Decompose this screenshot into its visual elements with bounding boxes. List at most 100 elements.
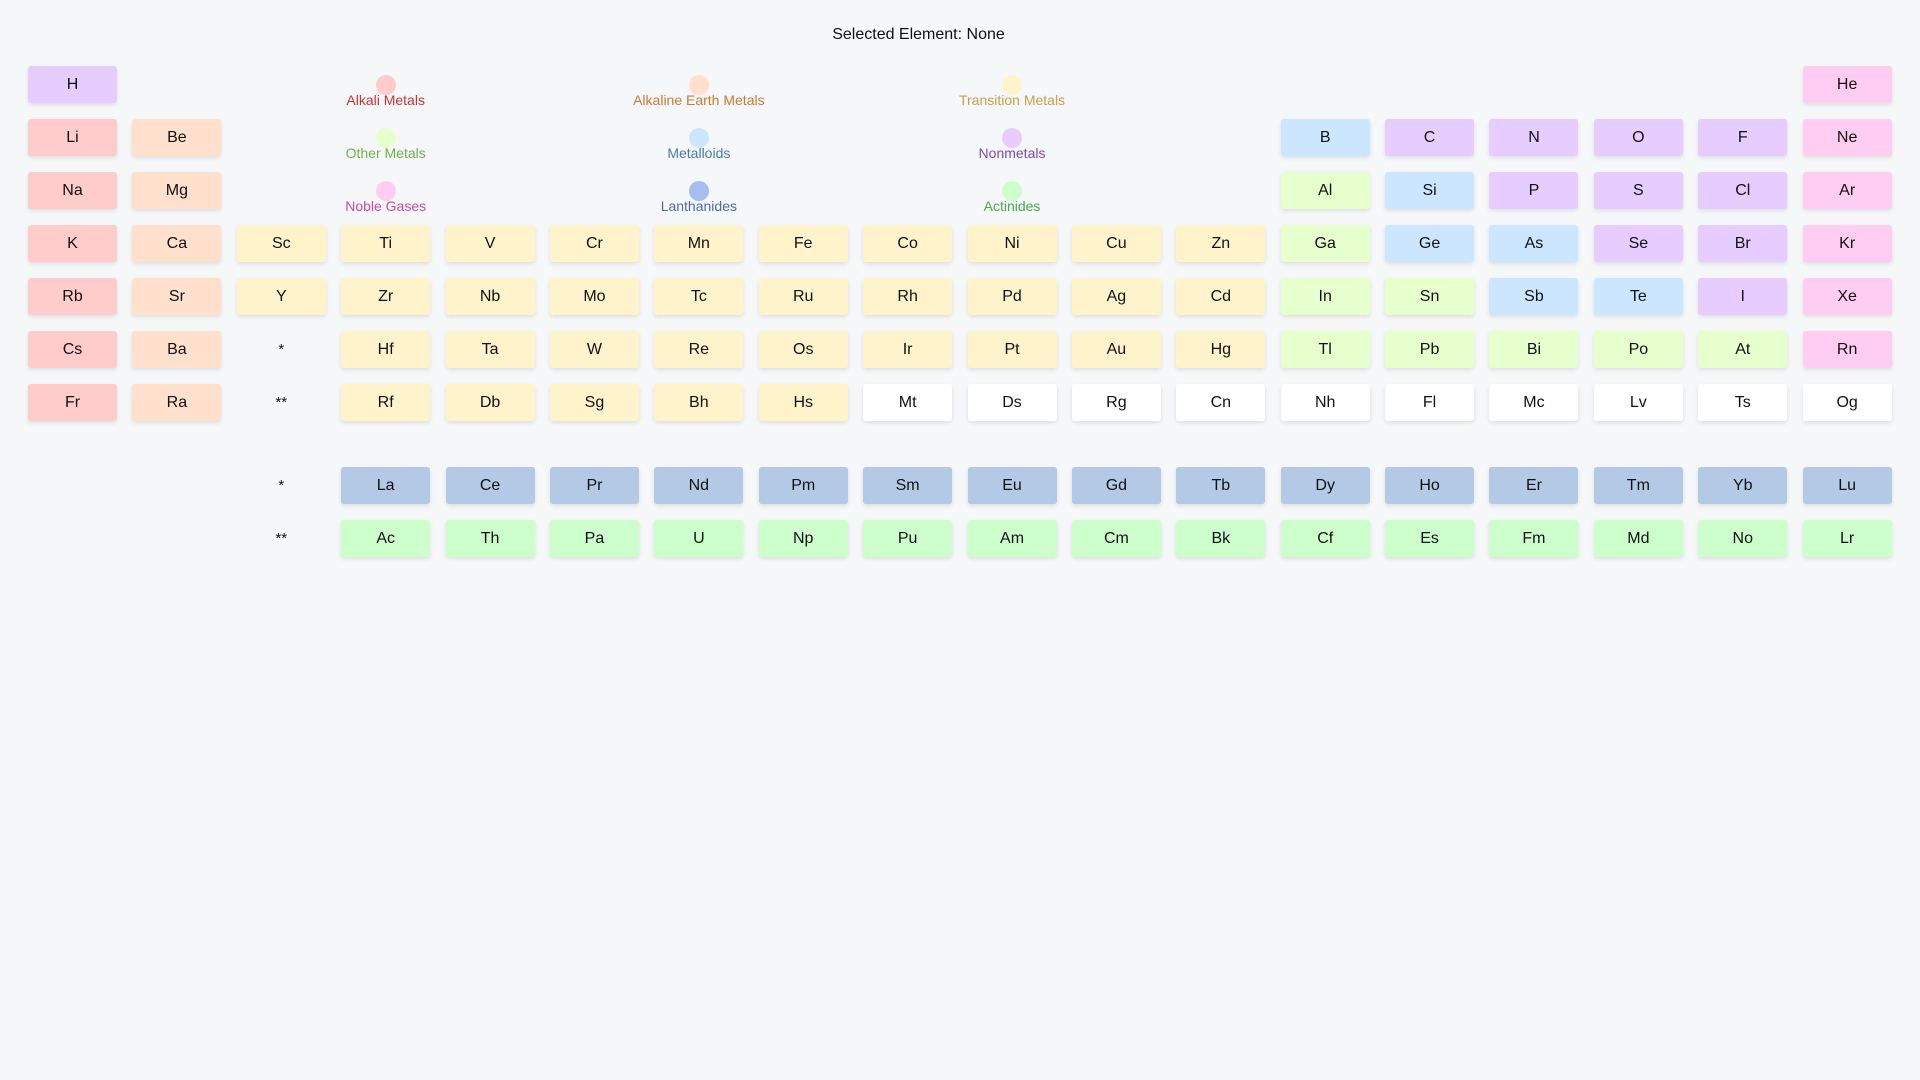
- element-md[interactable]: Md: [1593, 520, 1683, 557]
- element-lv[interactable]: Lv: [1593, 384, 1683, 421]
- element-si[interactable]: Si: [1385, 172, 1475, 209]
- element-am[interactable]: Am: [967, 520, 1057, 557]
- element-w[interactable]: W: [549, 331, 639, 368]
- element-au[interactable]: Au: [1071, 331, 1161, 368]
- element-ni[interactable]: Ni: [967, 225, 1057, 262]
- element-ac[interactable]: Ac: [341, 520, 431, 557]
- element-at[interactable]: At: [1698, 331, 1788, 368]
- element-fl[interactable]: Fl: [1385, 384, 1475, 421]
- element-ds[interactable]: Ds: [967, 384, 1057, 421]
- element-h[interactable]: H: [28, 66, 117, 103]
- element-cr[interactable]: Cr: [549, 225, 639, 262]
- element-sc[interactable]: Sc: [236, 225, 326, 262]
- element-rg[interactable]: Rg: [1071, 384, 1161, 421]
- element-eu[interactable]: Eu: [967, 467, 1057, 504]
- element-tc[interactable]: Tc: [654, 278, 744, 315]
- element-hf[interactable]: Hf: [341, 331, 431, 368]
- element-ru[interactable]: Ru: [758, 278, 848, 315]
- element-ba[interactable]: Ba: [132, 331, 222, 368]
- element-po[interactable]: Po: [1593, 331, 1683, 368]
- element-re[interactable]: Re: [654, 331, 744, 368]
- element-ho[interactable]: Ho: [1385, 467, 1475, 504]
- element-na[interactable]: Na: [28, 172, 117, 209]
- element-cd[interactable]: Cd: [1176, 278, 1266, 315]
- element-mn[interactable]: Mn: [654, 225, 744, 262]
- element-np[interactable]: Np: [758, 520, 848, 557]
- element-in[interactable]: In: [1280, 278, 1370, 315]
- element-br[interactable]: Br: [1698, 225, 1788, 262]
- element-nd[interactable]: Nd: [654, 467, 744, 504]
- element-p[interactable]: P: [1489, 172, 1579, 209]
- element-pb[interactable]: Pb: [1385, 331, 1475, 368]
- element-xe[interactable]: Xe: [1802, 278, 1892, 315]
- element-f[interactable]: F: [1698, 119, 1788, 156]
- element-te[interactable]: Te: [1593, 278, 1683, 315]
- element-db[interactable]: Db: [445, 384, 535, 421]
- element-ca[interactable]: Ca: [132, 225, 222, 262]
- element-fm[interactable]: Fm: [1489, 520, 1579, 557]
- element-nh[interactable]: Nh: [1280, 384, 1370, 421]
- element-dy[interactable]: Dy: [1280, 467, 1370, 504]
- element-k[interactable]: K: [28, 225, 117, 262]
- element-li[interactable]: Li: [28, 119, 117, 156]
- element-bi[interactable]: Bi: [1489, 331, 1579, 368]
- element-mt[interactable]: Mt: [863, 384, 953, 421]
- element-ti[interactable]: Ti: [341, 225, 431, 262]
- element-o[interactable]: O: [1593, 119, 1683, 156]
- element-zr[interactable]: Zr: [341, 278, 431, 315]
- element-no[interactable]: No: [1698, 520, 1788, 557]
- element-sm[interactable]: Sm: [863, 467, 953, 504]
- element-as[interactable]: As: [1489, 225, 1579, 262]
- element-n[interactable]: N: [1489, 119, 1579, 156]
- element-pm[interactable]: Pm: [758, 467, 848, 504]
- element-er[interactable]: Er: [1489, 467, 1579, 504]
- element-tl[interactable]: Tl: [1280, 331, 1370, 368]
- element-ts[interactable]: Ts: [1698, 384, 1788, 421]
- element-ne[interactable]: Ne: [1802, 119, 1892, 156]
- element-la[interactable]: La: [341, 467, 431, 504]
- element-yb[interactable]: Yb: [1698, 467, 1788, 504]
- element-sr[interactable]: Sr: [132, 278, 222, 315]
- element-ge[interactable]: Ge: [1385, 225, 1475, 262]
- element-kr[interactable]: Kr: [1802, 225, 1892, 262]
- element-al[interactable]: Al: [1280, 172, 1370, 209]
- element-fr[interactable]: Fr: [28, 384, 117, 421]
- element-tb[interactable]: Tb: [1176, 467, 1266, 504]
- element-rh[interactable]: Rh: [863, 278, 953, 315]
- element-es[interactable]: Es: [1385, 520, 1475, 557]
- element-ta[interactable]: Ta: [445, 331, 535, 368]
- element-ag[interactable]: Ag: [1071, 278, 1161, 315]
- element-lr[interactable]: Lr: [1802, 520, 1892, 557]
- element-pu[interactable]: Pu: [863, 520, 953, 557]
- element-v[interactable]: V: [445, 225, 535, 262]
- element-ar[interactable]: Ar: [1802, 172, 1892, 209]
- element-co[interactable]: Co: [863, 225, 953, 262]
- element-se[interactable]: Se: [1593, 225, 1683, 262]
- element-y[interactable]: Y: [236, 278, 326, 315]
- element-os[interactable]: Os: [758, 331, 848, 368]
- element-u[interactable]: U: [654, 520, 744, 557]
- element-b[interactable]: B: [1280, 119, 1370, 156]
- element-sg[interactable]: Sg: [549, 384, 639, 421]
- element-gd[interactable]: Gd: [1071, 467, 1161, 504]
- element-sn[interactable]: Sn: [1385, 278, 1475, 315]
- element-c[interactable]: C: [1385, 119, 1475, 156]
- element-pa[interactable]: Pa: [549, 520, 639, 557]
- element-pd[interactable]: Pd: [967, 278, 1057, 315]
- element-th[interactable]: Th: [445, 520, 535, 557]
- element-zn[interactable]: Zn: [1176, 225, 1266, 262]
- element-tm[interactable]: Tm: [1593, 467, 1683, 504]
- element-s[interactable]: S: [1593, 172, 1683, 209]
- element-ce[interactable]: Ce: [445, 467, 535, 504]
- element-be[interactable]: Be: [132, 119, 222, 156]
- element-he[interactable]: He: [1802, 66, 1892, 103]
- element-mo[interactable]: Mo: [549, 278, 639, 315]
- element-bk[interactable]: Bk: [1176, 520, 1266, 557]
- element-cm[interactable]: Cm: [1071, 520, 1161, 557]
- element-i[interactable]: I: [1698, 278, 1788, 315]
- element-fe[interactable]: Fe: [758, 225, 848, 262]
- element-rn[interactable]: Rn: [1802, 331, 1892, 368]
- element-nb[interactable]: Nb: [445, 278, 535, 315]
- element-cf[interactable]: Cf: [1280, 520, 1370, 557]
- element-cn[interactable]: Cn: [1176, 384, 1266, 421]
